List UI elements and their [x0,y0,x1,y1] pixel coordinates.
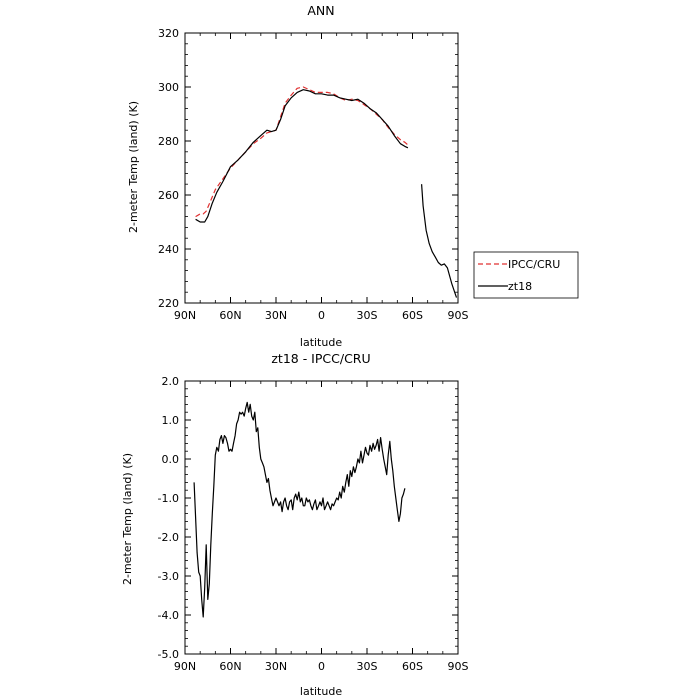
y-tick-label: 1.0 [162,414,180,427]
legend: IPCC/CRU zt18 [473,251,579,299]
plot-frame [184,380,459,655]
y-tick-label: 300 [158,81,179,94]
x-tick-label: 60S [402,309,423,322]
x-tick-label: 60S [402,660,423,673]
y-tick-label: -1.0 [158,492,179,505]
legend-label-ipcc-cru: IPCC/CRU [508,258,560,271]
x-tick-label: 0 [318,309,325,322]
y-tick-label: -4.0 [158,609,179,622]
chart-panel-bottom: zt18 - IPCC/CRU latitude 2-meter Temp (l… [121,351,469,698]
x-tick-label: 0 [318,660,325,673]
x-tick-label: 60N [219,660,241,673]
x-tick-label: 90N [174,660,196,673]
legend-label-zt18: zt18 [508,280,532,293]
x-tick-label: 90N [174,309,196,322]
x-tick-label: 30S [357,660,378,673]
x-axis-title: latitude [300,685,342,698]
y-tick-label: 240 [158,243,179,256]
y-tick-label: 260 [158,189,179,202]
y-tick-label: -5.0 [158,648,179,661]
x-tick-label: 90S [448,309,469,322]
series-line-difference-segment-0 [193,401,406,618]
y-tick-label: 2.0 [162,375,180,388]
y-tick-label: 320 [158,27,179,40]
series-line-ipcc-cru-segment-0 [195,86,410,218]
x-tick-label: 90S [448,660,469,673]
y-axis-title: 2-meter Temp (land) (K) [127,101,140,233]
y-tick-label: 280 [158,135,179,148]
x-tick-label: 30N [265,309,287,322]
chart-title: zt18 - IPCC/CRU [271,351,370,366]
x-axis-title: latitude [300,336,342,349]
series-line-zt18-segment-0 [195,89,409,223]
chart-panel-top: ANN latitude 2-meter Temp (land) (K) 90N… [127,3,469,349]
series-line-zt18-segment-1 [421,184,458,298]
x-tick-label: 30N [265,660,287,673]
y-tick-label: 0.0 [162,453,180,466]
x-tick-label: 30S [357,309,378,322]
plot-frame [184,32,459,304]
y-tick-label: -2.0 [158,531,179,544]
x-tick-label: 60N [219,309,241,322]
y-axis-title: 2-meter Temp (land) (K) [121,453,134,585]
legend-box [473,251,579,299]
chart-title: ANN [307,3,334,18]
y-tick-label: -3.0 [158,570,179,583]
y-tick-label: 220 [158,297,179,310]
